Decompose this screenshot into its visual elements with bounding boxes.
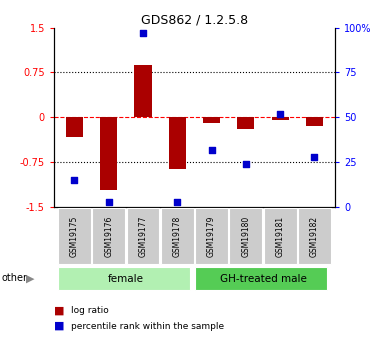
Bar bbox=[58, 267, 190, 290]
Point bbox=[277, 111, 283, 117]
Bar bbox=[100, 117, 117, 190]
Bar bbox=[306, 117, 323, 126]
Text: GSM19178: GSM19178 bbox=[173, 216, 182, 257]
Point bbox=[311, 154, 318, 159]
Text: GH-treated male: GH-treated male bbox=[219, 274, 306, 284]
Point bbox=[140, 30, 146, 36]
Text: GSM19177: GSM19177 bbox=[139, 216, 147, 257]
Point bbox=[105, 199, 112, 204]
Text: GSM19181: GSM19181 bbox=[276, 216, 285, 257]
Text: ■: ■ bbox=[54, 321, 64, 331]
Text: GSM19175: GSM19175 bbox=[70, 216, 79, 257]
Bar bbox=[161, 208, 194, 265]
Text: GSM19176: GSM19176 bbox=[104, 216, 113, 257]
Bar bbox=[169, 117, 186, 169]
Bar bbox=[271, 117, 289, 120]
Bar bbox=[229, 208, 262, 265]
Bar bbox=[298, 208, 331, 265]
Bar bbox=[203, 117, 220, 123]
Text: log ratio: log ratio bbox=[71, 306, 109, 315]
Bar bbox=[237, 117, 254, 129]
Point bbox=[209, 147, 215, 152]
Title: GDS862 / 1.2.5.8: GDS862 / 1.2.5.8 bbox=[141, 13, 248, 27]
Bar bbox=[127, 208, 159, 265]
Point bbox=[71, 177, 77, 183]
Text: other: other bbox=[2, 274, 28, 283]
Point bbox=[174, 199, 180, 204]
Bar bbox=[92, 208, 125, 265]
Text: ▶: ▶ bbox=[26, 274, 34, 283]
Text: GSM19180: GSM19180 bbox=[241, 216, 250, 257]
Bar bbox=[195, 208, 228, 265]
Text: percentile rank within the sample: percentile rank within the sample bbox=[71, 322, 224, 331]
Point bbox=[243, 161, 249, 167]
Bar bbox=[134, 65, 152, 117]
Bar bbox=[264, 208, 296, 265]
Bar bbox=[195, 267, 327, 290]
Text: ■: ■ bbox=[54, 306, 64, 315]
Bar bbox=[58, 208, 91, 265]
Text: GSM19179: GSM19179 bbox=[207, 216, 216, 257]
Text: female: female bbox=[108, 274, 144, 284]
Text: GSM19182: GSM19182 bbox=[310, 216, 319, 257]
Bar bbox=[66, 117, 83, 137]
